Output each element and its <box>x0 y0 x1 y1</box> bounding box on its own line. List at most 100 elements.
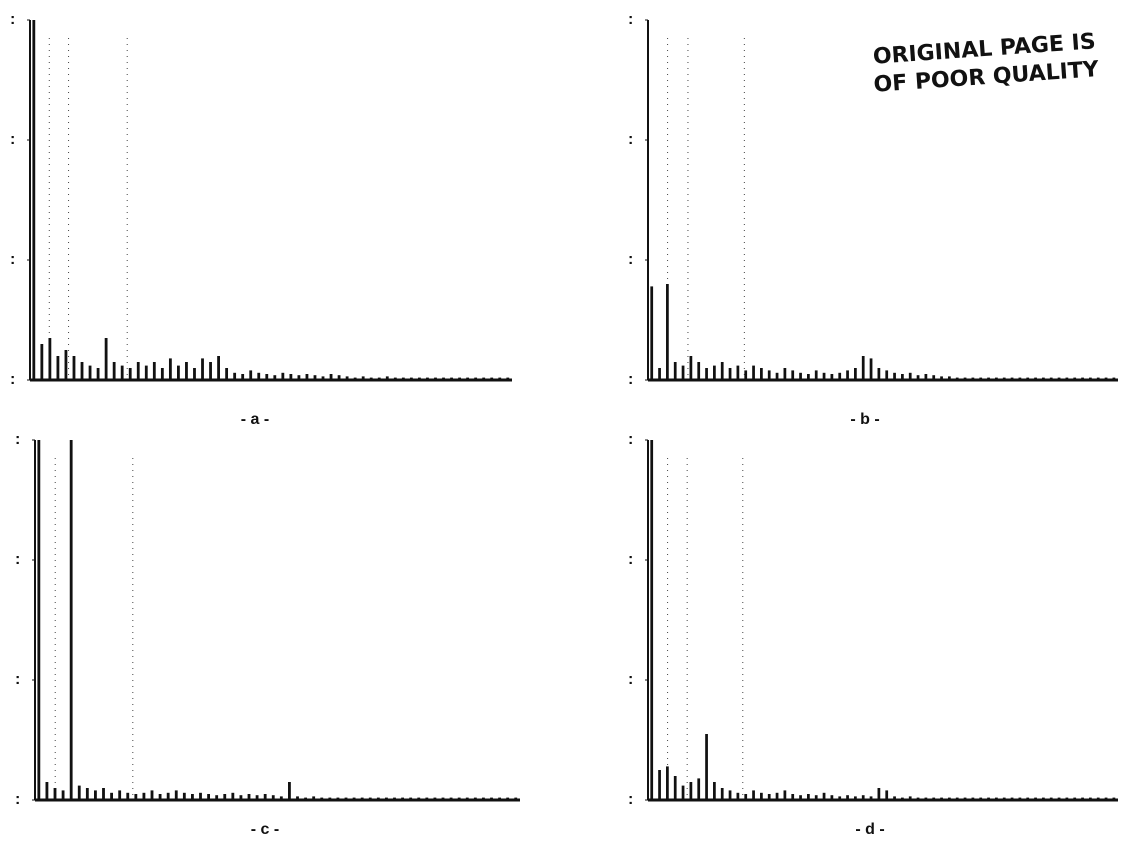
bar <box>932 797 936 800</box>
bar <box>168 358 172 380</box>
bar <box>697 778 701 800</box>
panel-caption: - d - <box>855 821 884 838</box>
bar <box>1057 797 1061 800</box>
bar <box>102 788 105 800</box>
bar <box>885 370 889 380</box>
bar <box>69 440 73 800</box>
bar <box>128 368 132 380</box>
bar <box>783 790 787 800</box>
bar <box>337 375 341 380</box>
bar <box>401 377 405 380</box>
bar <box>869 358 873 380</box>
bar <box>814 795 818 800</box>
bar <box>320 797 324 800</box>
bar <box>37 440 41 800</box>
bar <box>760 792 763 800</box>
bar <box>877 788 881 800</box>
bar <box>193 368 196 380</box>
bar <box>838 372 842 380</box>
bar <box>955 797 959 800</box>
bar <box>697 362 701 380</box>
bar <box>80 362 84 380</box>
bar <box>783 368 787 380</box>
bar <box>1034 797 1037 800</box>
bar <box>207 794 211 800</box>
bar <box>1089 377 1092 380</box>
bar <box>409 797 413 800</box>
bar <box>418 377 421 380</box>
bar <box>1096 797 1100 800</box>
bar <box>273 375 277 380</box>
bar <box>995 797 998 800</box>
bar <box>94 790 97 800</box>
bar <box>1010 377 1014 380</box>
bar <box>908 796 912 800</box>
bar <box>893 796 896 800</box>
bar <box>474 377 478 380</box>
bar <box>449 797 453 800</box>
bar <box>209 362 212 380</box>
y-tick-label: : <box>628 11 633 28</box>
bar <box>72 356 76 380</box>
bar <box>1073 797 1077 800</box>
bar <box>854 368 857 380</box>
bar <box>40 344 44 380</box>
bar <box>473 797 477 800</box>
bar <box>385 376 389 380</box>
bar <box>830 374 834 380</box>
bar <box>673 362 677 380</box>
bar <box>822 372 826 380</box>
bar <box>158 794 162 800</box>
bar <box>344 797 348 800</box>
bar <box>48 338 52 380</box>
bar <box>377 377 381 380</box>
bar <box>265 374 269 380</box>
bar <box>893 372 896 380</box>
bar <box>376 797 380 800</box>
bar <box>775 792 779 800</box>
bar <box>257 372 261 380</box>
bar <box>110 792 114 800</box>
bar <box>233 372 237 380</box>
bar <box>490 377 494 380</box>
bar <box>53 788 57 800</box>
bar <box>490 797 493 800</box>
bar <box>877 368 881 380</box>
bar <box>64 350 68 380</box>
bar <box>104 338 108 380</box>
bar <box>393 377 397 380</box>
bar <box>1010 797 1014 800</box>
y-tick-label: : <box>15 791 20 808</box>
y-tick-label: : <box>628 551 633 568</box>
bar <box>979 797 983 800</box>
bar <box>174 790 178 800</box>
bar <box>846 370 849 380</box>
bar <box>85 788 89 800</box>
bar <box>482 797 485 800</box>
bar <box>705 734 708 800</box>
bar <box>689 782 693 800</box>
bar <box>88 365 92 380</box>
bar <box>185 362 188 380</box>
bar <box>321 376 325 380</box>
bar <box>271 795 275 800</box>
bar <box>279 796 283 800</box>
bar <box>1049 797 1053 800</box>
bar <box>666 284 669 380</box>
bar <box>231 792 235 800</box>
bar <box>329 374 333 380</box>
bar <box>336 797 340 800</box>
bar <box>61 790 65 800</box>
bar <box>296 796 299 800</box>
bar <box>744 794 748 800</box>
bar <box>861 356 865 380</box>
bar <box>767 370 771 380</box>
bar <box>666 766 669 800</box>
bar <box>744 370 748 380</box>
bar <box>385 797 388 800</box>
bar <box>1073 377 1077 380</box>
bar <box>838 796 842 800</box>
bar <box>807 374 810 380</box>
bar <box>924 374 928 380</box>
